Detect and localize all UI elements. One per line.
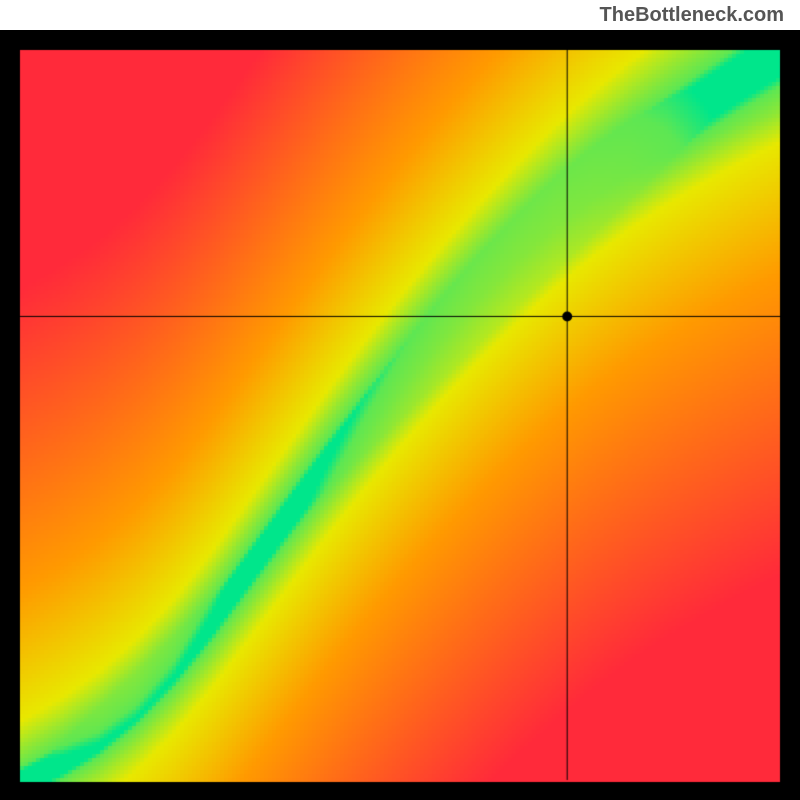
chart-container: TheBottleneck.com <box>0 0 800 800</box>
watermark-text: TheBottleneck.com <box>600 4 784 27</box>
bottleneck-heatmap <box>0 30 800 800</box>
